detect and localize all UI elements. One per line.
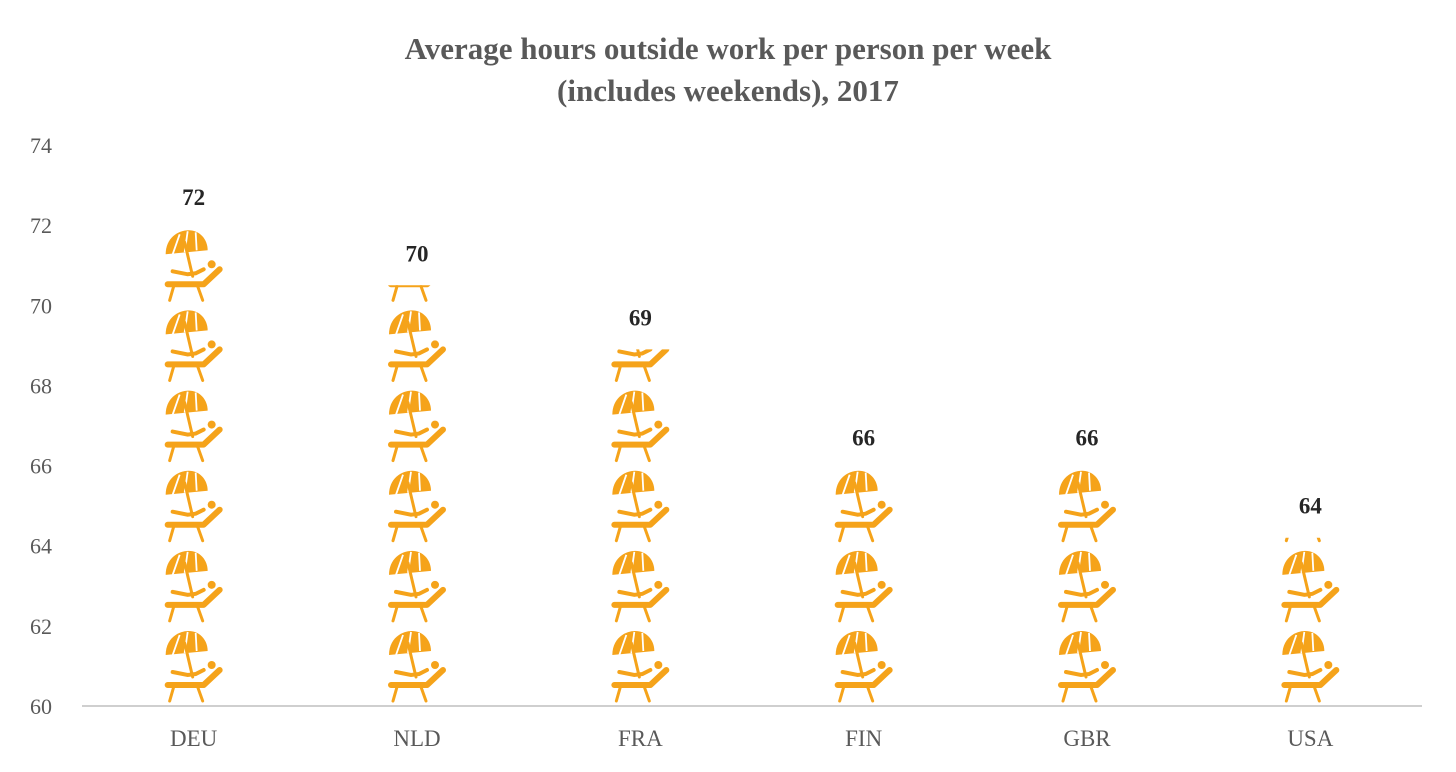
beach-umbrella-lounger-icon	[1282, 631, 1336, 701]
beach-umbrella-lounger-icon	[1059, 631, 1113, 701]
x-category-label: DEU	[170, 726, 218, 751]
x-category-label: FIN	[845, 726, 882, 751]
beach-umbrella-lounger-icon	[612, 631, 666, 701]
y-tick-label: 62	[30, 614, 52, 639]
chart-title-line-1: Average hours outside work per person pe…	[404, 31, 1052, 66]
pictograph-bar-gbr	[1059, 471, 1113, 701]
x-category-label: NLD	[393, 726, 440, 751]
beach-umbrella-lounger-icon	[1059, 471, 1113, 541]
beach-umbrella-lounger-icon	[166, 391, 220, 461]
beach-umbrella-lounger-icon	[389, 391, 443, 461]
x-category-label: USA	[1287, 726, 1333, 751]
beach-umbrella-lounger-icon	[836, 631, 890, 701]
beach-umbrella-lounger-icon	[166, 471, 220, 541]
data-label-fin: 66	[852, 426, 875, 451]
pictograph-bar-nld	[389, 230, 443, 701]
beach-umbrella-lounger-icon	[612, 551, 666, 621]
data-label-fra: 69	[629, 305, 652, 330]
beach-umbrella-lounger-icon	[166, 631, 220, 701]
x-category-label: GBR	[1063, 726, 1111, 751]
data-label-usa: 64	[1299, 494, 1323, 519]
beach-umbrella-lounger-icon	[389, 471, 443, 541]
beach-umbrella-lounger-icon	[166, 551, 220, 621]
y-tick-label: 70	[30, 293, 52, 318]
pictograph-bar-fra	[612, 310, 666, 701]
y-tick-label: 68	[30, 373, 52, 398]
beach-umbrella-lounger-icon	[166, 310, 220, 380]
beach-umbrella-lounger-icon	[836, 551, 890, 621]
beach-umbrella-lounger-icon	[389, 310, 443, 380]
beach-umbrella-lounger-icon	[1282, 551, 1336, 621]
y-tick-label: 74	[30, 133, 52, 158]
data-label-deu: 72	[182, 185, 205, 210]
beach-umbrella-lounger-icon	[612, 391, 666, 461]
y-tick-label: 64	[30, 534, 52, 559]
x-category-label: FRA	[618, 726, 663, 751]
y-tick-label: 66	[30, 454, 52, 479]
pictograph-bar-deu	[166, 230, 220, 701]
beach-umbrella-lounger-icon	[612, 471, 666, 541]
beach-umbrella-lounger-icon	[389, 551, 443, 621]
chart-title-line-2: (includes weekends), 2017	[557, 73, 899, 108]
data-label-gbr: 66	[1076, 426, 1099, 451]
y-tick-label: 72	[30, 213, 52, 238]
beach-umbrella-lounger-icon	[836, 471, 890, 541]
beach-umbrella-lounger-icon	[166, 230, 220, 300]
pictograph-bar-fin	[836, 471, 890, 701]
chart-title: Average hours outside work per person pe…	[0, 28, 1456, 112]
beach-umbrella-lounger-icon	[1059, 551, 1113, 621]
beach-umbrella-lounger-icon	[389, 631, 443, 701]
y-tick-label: 60	[30, 694, 52, 719]
data-label-nld: 70	[406, 241, 429, 266]
